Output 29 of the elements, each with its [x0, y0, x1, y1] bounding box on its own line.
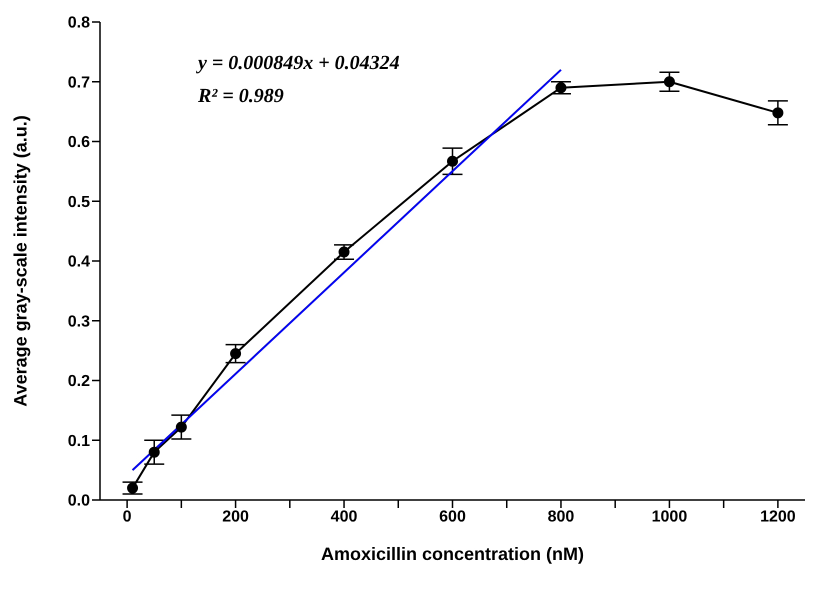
point: [148, 446, 160, 458]
point: [664, 76, 675, 88]
x-tick-label: 400: [330, 508, 358, 526]
point: [772, 107, 784, 118]
y-tick-label: 0.2: [68, 373, 90, 390]
annotation: R² = 0.989: [198, 85, 284, 108]
point: [555, 82, 566, 94]
x-tick-label: 0: [122, 508, 132, 526]
x-tick-label: 1200: [760, 508, 796, 526]
y-tick-label: 0.8: [68, 14, 90, 32]
point: [338, 246, 350, 258]
x-tick-label: 1000: [652, 508, 688, 526]
y-tick-label: 0.6: [68, 134, 90, 152]
y-tick-label: 0.4: [68, 254, 90, 271]
x-tick-label: 200: [222, 508, 250, 526]
point: [230, 348, 242, 360]
y-tick-label: 0.3: [68, 313, 90, 330]
y-tick-label: 0.1: [68, 432, 90, 450]
y-tick-label: 0.0: [68, 492, 90, 510]
point: [176, 422, 187, 433]
x-tick-label: 800: [548, 508, 574, 526]
point: [447, 156, 458, 167]
y-tick-label: 0.5: [68, 194, 90, 211]
x-tick-label: 600: [439, 508, 466, 526]
y-axis-title: Average gray-scale intensity (a.u.): [10, 115, 30, 407]
y-tick-label: 0.7: [68, 74, 90, 92]
x-axis-title: Amoxicillin concentration (nM): [320, 544, 584, 564]
point: [127, 482, 138, 494]
annotation: y = 0.000849x + 0.04324: [198, 52, 400, 75]
